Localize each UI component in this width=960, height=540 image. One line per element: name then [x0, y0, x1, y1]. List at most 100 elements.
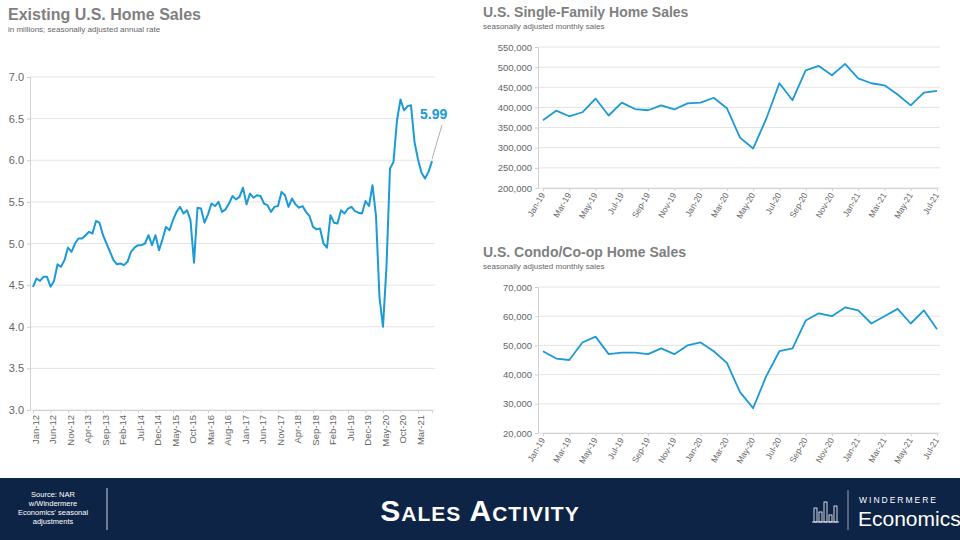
- x-tick: Jun-17: [257, 410, 268, 444]
- x-tick: Sep-18: [310, 410, 321, 446]
- tick-mark: [27, 160, 30, 161]
- tick-mark: [648, 433, 649, 436]
- tick-mark: [832, 188, 833, 191]
- tick-label: Mar-16: [205, 415, 216, 445]
- tick-mark: [27, 410, 30, 411]
- y-tick: 3.0: [9, 404, 30, 416]
- plot-area: [543, 64, 937, 149]
- axis-line: [544, 434, 938, 437]
- tick-mark: [27, 119, 30, 120]
- grid: [538, 47, 940, 188]
- grid-line: [538, 374, 940, 375]
- tick-mark: [383, 410, 384, 413]
- x-tick: Jul-19: [606, 188, 626, 216]
- x-tick: May-15: [170, 410, 181, 447]
- tick-label: May-19: [577, 436, 600, 466]
- tick-label: Nov-19: [656, 436, 678, 465]
- y-tick: 250,000: [498, 162, 538, 173]
- tick-mark: [261, 410, 262, 413]
- tick-label: Dec-14: [152, 415, 163, 446]
- tick-mark: [858, 433, 859, 436]
- x-tick: Mar-16: [205, 410, 216, 445]
- tick-label: 6.5: [9, 113, 24, 125]
- x-tick: Oct-15: [187, 410, 198, 444]
- axis-line: [34, 411, 433, 414]
- y-tick: 6.5: [9, 113, 30, 125]
- tick-label: Jul-20: [763, 191, 783, 216]
- tick-mark: [858, 188, 859, 191]
- x-tick: May-21: [892, 433, 915, 465]
- x-tick: Jul-19: [606, 433, 626, 461]
- tick-mark: [27, 285, 30, 286]
- tick-mark: [418, 410, 419, 413]
- tick-label: Sep-20: [787, 191, 810, 220]
- tick-mark: [226, 410, 227, 413]
- chart-title: U.S. Condo/Co-op Home Sales: [483, 244, 686, 260]
- tick-label: Jul-14: [135, 415, 146, 441]
- x-tick: Mar-21: [415, 410, 426, 445]
- tick-label: Sep-20: [787, 436, 810, 465]
- tick-mark: [727, 433, 728, 436]
- tick-label: May-20: [734, 436, 757, 466]
- tick-label: 3.0: [9, 404, 24, 416]
- tick-mark: [727, 188, 728, 191]
- logo-bar: [829, 515, 832, 522]
- tick-mark: [535, 168, 538, 169]
- tick-mark: [753, 433, 754, 436]
- axis-line: [535, 48, 539, 189]
- tick-label: 40,000: [503, 369, 532, 380]
- tick-label: Sep-18: [310, 415, 321, 446]
- data-line: [543, 64, 937, 149]
- source-text: Economics' seasonal: [18, 508, 89, 517]
- tick-label: 450,000: [498, 82, 532, 93]
- tick-label: Mar-19: [551, 191, 573, 220]
- tick-label: Apr-13: [82, 415, 93, 444]
- chart-subtitle: in millions; seasonally adjusted annual …: [8, 25, 161, 34]
- tick-label: Jul-21: [921, 191, 941, 216]
- x-tick: Jun-12: [47, 410, 58, 444]
- x-tick: Jan-17: [240, 410, 251, 444]
- tick-label: 6.0: [9, 154, 24, 166]
- grid-line: [538, 345, 940, 346]
- chart-title: Existing U.S. Home Sales: [8, 6, 201, 23]
- x-tick: Sep-19: [630, 188, 653, 220]
- tick-label: Jan-21: [841, 191, 863, 219]
- tick-label: Nov-20: [814, 191, 836, 220]
- tick-label: 7.0: [9, 71, 24, 83]
- tick-mark: [937, 188, 938, 191]
- tick-label: 5.0: [9, 238, 24, 250]
- y-tick: 550,000: [498, 42, 538, 53]
- x-tick: Sep-19: [630, 433, 653, 465]
- x-tick: Apr-18: [292, 410, 303, 444]
- tick-label: 500,000: [498, 62, 532, 73]
- tick-mark: [103, 410, 104, 413]
- tick-mark: [243, 410, 244, 413]
- tick-mark: [138, 410, 139, 413]
- axis-line: [535, 288, 539, 434]
- x-tick: May-19: [577, 433, 600, 465]
- tick-mark: [543, 433, 544, 436]
- grid-line: [30, 160, 435, 161]
- grid-line: [30, 285, 435, 286]
- tick-label: 60,000: [503, 311, 532, 322]
- tick-label: Jul-19: [606, 191, 626, 216]
- x-tick: Nov-19: [656, 433, 678, 465]
- tick-label: Aug-16: [222, 415, 233, 446]
- tick-mark: [701, 188, 702, 191]
- source-text: Source: NAR: [31, 490, 75, 499]
- x-tick: Mar-19: [551, 433, 573, 464]
- tick-mark: [278, 410, 279, 413]
- axis-line: [544, 189, 938, 192]
- x-tick: Jul-21: [921, 433, 941, 461]
- tick-label: Mar-21: [866, 191, 888, 220]
- tick-mark: [313, 410, 314, 413]
- tick-mark: [121, 410, 122, 413]
- x-tick: Jul-21: [921, 188, 941, 216]
- y-tick: 70,000: [503, 282, 538, 293]
- tick-label: May-19: [577, 191, 600, 221]
- tick-mark: [596, 433, 597, 436]
- axis-line: [27, 78, 31, 411]
- x-tick: Mar-21: [866, 433, 888, 464]
- tick-mark: [208, 410, 209, 413]
- x-axis: Jan-19Mar-19May-19Jul-19Sep-19Nov-19Jan-…: [525, 188, 941, 220]
